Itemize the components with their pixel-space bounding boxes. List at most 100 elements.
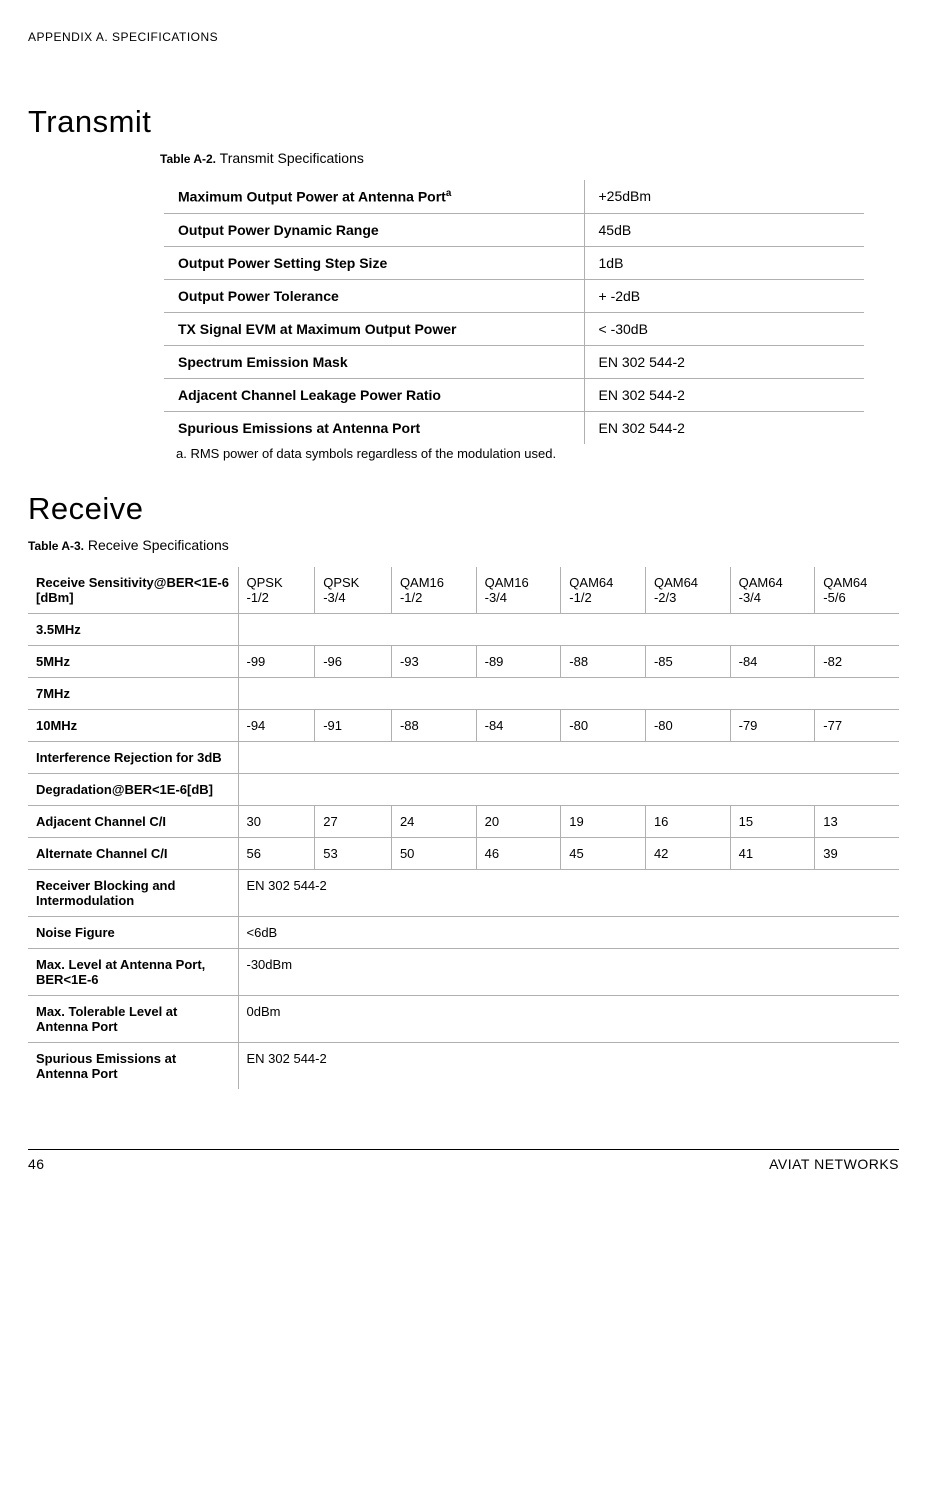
spec-label: Maximum Output Power at Antenna Port bbox=[178, 189, 446, 205]
cell: -84 bbox=[730, 645, 815, 677]
spec-value: 45dB bbox=[584, 213, 864, 246]
page-number: 46 bbox=[28, 1156, 45, 1172]
row-label: Spurious Emissions at Antenna Port bbox=[28, 1042, 238, 1089]
spec-value: 0dBm bbox=[238, 995, 899, 1042]
cell: 46 bbox=[476, 837, 561, 869]
column-header: QAM64 -2/3 bbox=[645, 567, 730, 614]
row-label: 5MHz bbox=[28, 645, 238, 677]
column-header: Receive Sensitivity@BER<1E-6 [dBm] bbox=[28, 567, 238, 614]
table-row: Interference Rejection for 3dB bbox=[28, 741, 899, 773]
cell: 56 bbox=[238, 837, 315, 869]
table-caption-text-a2: Transmit Specifications bbox=[220, 150, 364, 166]
row-label: Noise Figure bbox=[28, 916, 238, 948]
spec-value: <6dB bbox=[238, 916, 899, 948]
cell: -77 bbox=[815, 709, 899, 741]
column-header: QAM64 -3/4 bbox=[730, 567, 815, 614]
spec-label: Spectrum Emission Mask bbox=[164, 345, 584, 378]
column-header: QAM64 -1/2 bbox=[561, 567, 646, 614]
spec-value: + -2dB bbox=[584, 279, 864, 312]
row-label: Max. Tolerable Level at Antenna Port bbox=[28, 995, 238, 1042]
spec-value: 1dB bbox=[584, 246, 864, 279]
row-label: 10MHz bbox=[28, 709, 238, 741]
table-row: Spectrum Emission Mask EN 302 544-2 bbox=[164, 345, 864, 378]
row-label: Adjacent Channel C/I bbox=[28, 805, 238, 837]
table-row: Output Power Dynamic Range 45dB bbox=[164, 213, 864, 246]
table-row: Adjacent Channel Leakage Power Ratio EN … bbox=[164, 378, 864, 411]
cell: -93 bbox=[391, 645, 476, 677]
spec-value: -30dBm bbox=[238, 948, 899, 995]
column-header: QPSK -1/2 bbox=[238, 567, 315, 614]
cell: -84 bbox=[476, 709, 561, 741]
cell: 19 bbox=[561, 805, 646, 837]
transmit-footnote: a. RMS power of data symbols regardless … bbox=[176, 446, 899, 461]
table-number-a2: Table A-2. bbox=[160, 152, 216, 166]
cell: 13 bbox=[815, 805, 899, 837]
table-row: TX Signal EVM at Maximum Output Power < … bbox=[164, 312, 864, 345]
cell: -99 bbox=[238, 645, 315, 677]
cell: 30 bbox=[238, 805, 315, 837]
cell: -91 bbox=[315, 709, 392, 741]
column-header: QPSK -3/4 bbox=[315, 567, 392, 614]
spec-value: EN 302 544-2 bbox=[238, 869, 899, 916]
table-row: Adjacent Channel C/I 30 27 24 20 19 16 1… bbox=[28, 805, 899, 837]
cell: -85 bbox=[645, 645, 730, 677]
transmit-section-title: Transmit bbox=[28, 104, 899, 140]
cell: -88 bbox=[561, 645, 646, 677]
spec-label: Output Power Dynamic Range bbox=[164, 213, 584, 246]
spec-value: < -30dB bbox=[584, 312, 864, 345]
cell: -88 bbox=[391, 709, 476, 741]
table-row: Spurious Emissions at Antenna Port EN 30… bbox=[164, 411, 864, 444]
row-label: Receiver Blocking and Intermodulation bbox=[28, 869, 238, 916]
page-footer: 46 AVIAT NETWORKS bbox=[28, 1149, 899, 1172]
cell: 39 bbox=[815, 837, 899, 869]
table-row: 5MHz -99 -96 -93 -89 -88 -85 -84 -82 bbox=[28, 645, 899, 677]
table-row: Max. Tolerable Level at Antenna Port 0dB… bbox=[28, 995, 899, 1042]
cell: 53 bbox=[315, 837, 392, 869]
row-label: Max. Level at Antenna Port, BER<1E-6 bbox=[28, 948, 238, 995]
table-caption-text-a3: Receive Specifications bbox=[88, 537, 229, 553]
cell: 27 bbox=[315, 805, 392, 837]
cell: 41 bbox=[730, 837, 815, 869]
table-row: Maximum Output Power at Antenna Porta +2… bbox=[164, 180, 864, 213]
cell: 16 bbox=[645, 805, 730, 837]
cell: -94 bbox=[238, 709, 315, 741]
cell: 15 bbox=[730, 805, 815, 837]
spec-value: +25dBm bbox=[584, 180, 864, 213]
transmit-table-caption: Table A-2. Transmit Specifications bbox=[160, 150, 899, 166]
table-row: 3.5MHz bbox=[28, 613, 899, 645]
receive-spec-table: Receive Sensitivity@BER<1E-6 [dBm] QPSK … bbox=[28, 567, 899, 1089]
cell: -96 bbox=[315, 645, 392, 677]
row-label: 3.5MHz bbox=[28, 613, 238, 645]
spec-label: Output Power Tolerance bbox=[164, 279, 584, 312]
cell: 42 bbox=[645, 837, 730, 869]
cell: -82 bbox=[815, 645, 899, 677]
table-number-a3: Table A-3. bbox=[28, 539, 84, 553]
table-row: Receiver Blocking and Intermodulation EN… bbox=[28, 869, 899, 916]
spec-value: EN 302 544-2 bbox=[584, 345, 864, 378]
spec-label: TX Signal EVM at Maximum Output Power bbox=[164, 312, 584, 345]
table-row: Max. Level at Antenna Port, BER<1E-6 -30… bbox=[28, 948, 899, 995]
table-header-row: Receive Sensitivity@BER<1E-6 [dBm] QPSK … bbox=[28, 567, 899, 614]
cell: -79 bbox=[730, 709, 815, 741]
spec-value: EN 302 544-2 bbox=[238, 1042, 899, 1089]
column-header: QAM16 -1/2 bbox=[391, 567, 476, 614]
footnote-ref: a bbox=[446, 188, 451, 199]
company-name: AVIAT NETWORKS bbox=[769, 1156, 899, 1172]
row-label: Alternate Channel C/I bbox=[28, 837, 238, 869]
table-row: Noise Figure <6dB bbox=[28, 916, 899, 948]
row-label: Interference Rejection for 3dB bbox=[28, 741, 238, 773]
cell: -80 bbox=[645, 709, 730, 741]
table-row: Alternate Channel C/I 56 53 50 46 45 42 … bbox=[28, 837, 899, 869]
transmit-spec-table: Maximum Output Power at Antenna Porta +2… bbox=[164, 180, 864, 444]
spec-value: EN 302 544-2 bbox=[584, 411, 864, 444]
receive-table-caption: Table A-3. Receive Specifications bbox=[28, 537, 899, 553]
cell: 24 bbox=[391, 805, 476, 837]
table-row: Output Power Tolerance + -2dB bbox=[164, 279, 864, 312]
row-label: Degradation@BER<1E-6[dB] bbox=[28, 773, 238, 805]
table-row: 7MHz bbox=[28, 677, 899, 709]
cell: 20 bbox=[476, 805, 561, 837]
cell: 50 bbox=[391, 837, 476, 869]
table-row: Degradation@BER<1E-6[dB] bbox=[28, 773, 899, 805]
table-row: Output Power Setting Step Size 1dB bbox=[164, 246, 864, 279]
column-header: QAM64 -5/6 bbox=[815, 567, 899, 614]
